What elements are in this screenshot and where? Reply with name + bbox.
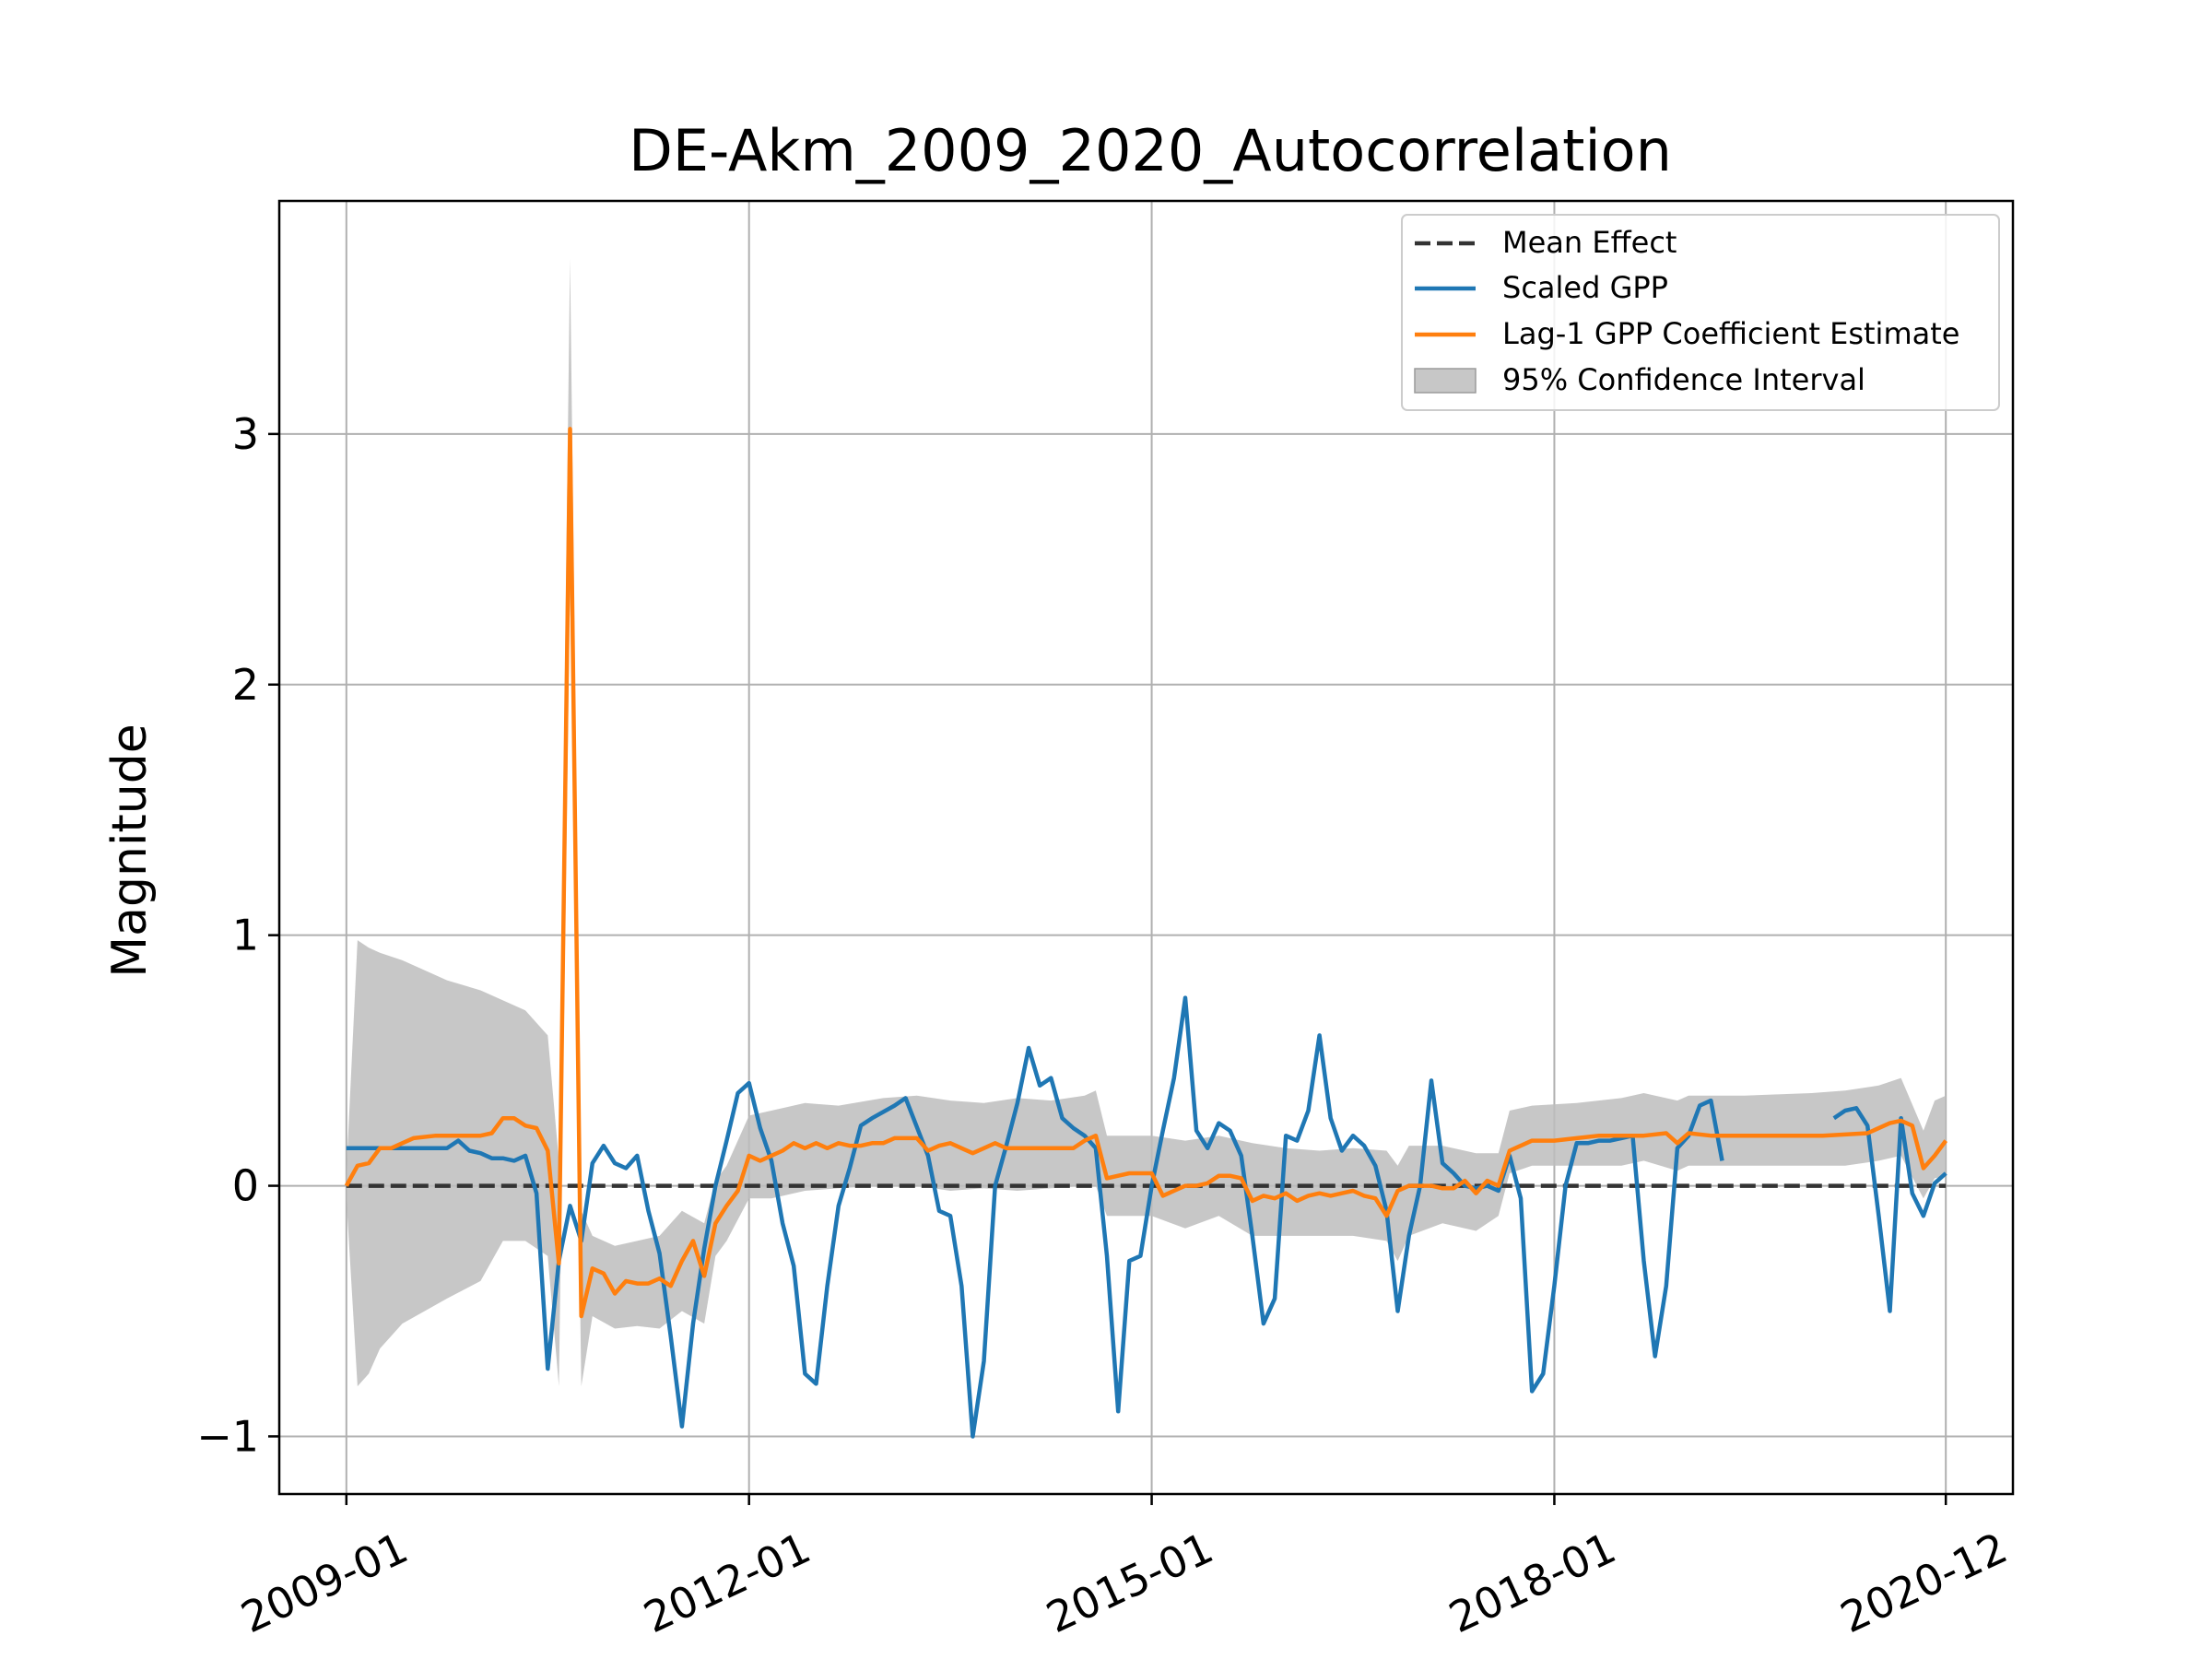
legend-box bbox=[1401, 214, 2000, 411]
legend-label-mean-effect: Mean Effect bbox=[1502, 225, 1677, 260]
chart-title: DE-Akm_2009_2020_Autocorrelation bbox=[629, 117, 1672, 184]
legend-label-scaled-gpp: Scaled GPP bbox=[1502, 270, 1668, 305]
legend-label-lag1-coefficient: Lag-1 GPP Coefficient Estimate bbox=[1502, 316, 1959, 351]
plot-frame bbox=[277, 199, 2015, 1496]
y-tick-label-2: 2 bbox=[232, 660, 259, 710]
y-tick-label-0: 0 bbox=[232, 1161, 259, 1211]
y-tick-label-1: 1 bbox=[232, 911, 259, 960]
confidence-interval-area bbox=[346, 258, 1947, 1387]
series-line-lag-1-gpp-coefficient-estimate bbox=[344, 427, 1948, 1319]
y-axis-label: Magnitude bbox=[102, 724, 158, 978]
confidence-interval-band bbox=[346, 258, 1947, 1387]
series-lines bbox=[344, 427, 1948, 1439]
legend: Mean Effect Scaled GPP Lag-1 GPP Coeffic… bbox=[1401, 214, 2000, 411]
y-tick-label--1: −1 bbox=[196, 1411, 259, 1461]
y-tick-label-3: 3 bbox=[232, 409, 259, 459]
legend-swatch-confidence-interval bbox=[1414, 368, 1477, 394]
legend-label-confidence-interval: 95% Confidence Interval bbox=[1502, 362, 1865, 397]
